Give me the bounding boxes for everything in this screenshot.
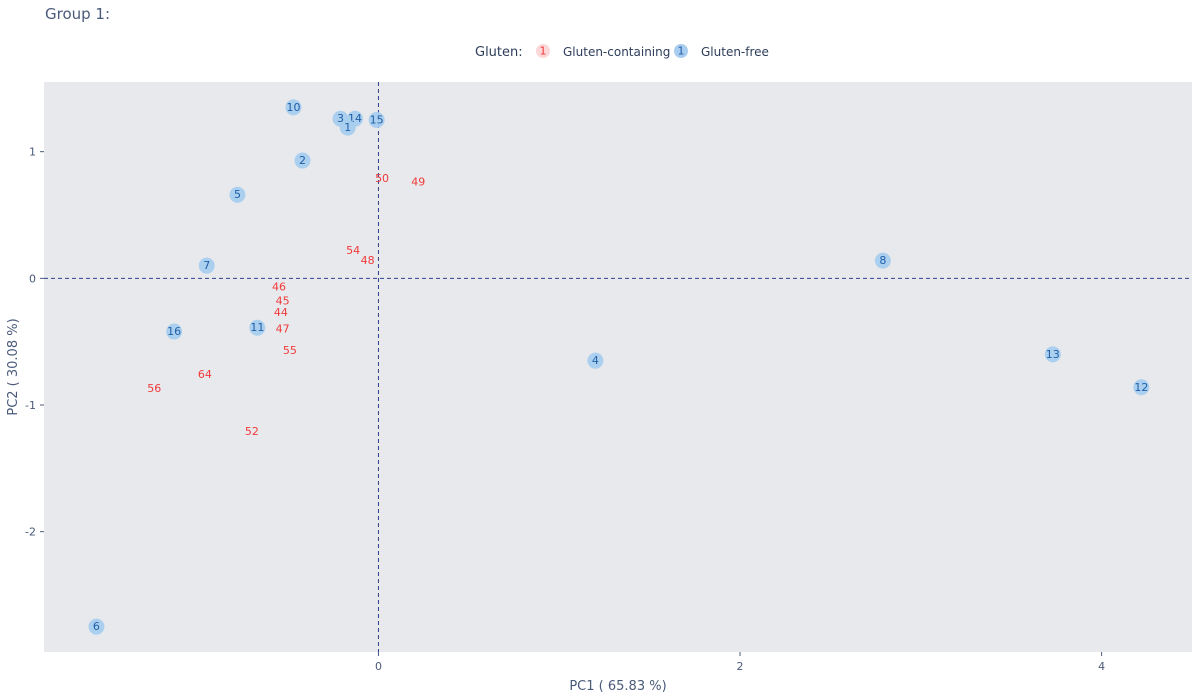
legend-marker-gluten-free	[674, 44, 688, 58]
axis-ticks: 0 2 4 -2 -1 0 1	[25, 146, 1105, 673]
point-marker	[339, 119, 356, 136]
point-gluten-free-13: 13	[1044, 346, 1061, 363]
point-gluten-containing-50: 50	[375, 172, 389, 185]
reference-lines	[44, 82, 1192, 652]
point-gluten-containing-55: 55	[283, 344, 297, 357]
point-gluten-containing-64: 64	[198, 368, 212, 381]
point-gluten-containing-56: 56	[147, 382, 161, 395]
point-label: 15	[370, 114, 384, 127]
point-label: 47	[276, 323, 290, 336]
legend: Gluten: 1 Gluten-containing 1 Gluten-fre…	[475, 44, 769, 60]
point-label: 45	[276, 295, 290, 308]
point-marker	[166, 323, 183, 340]
point-gluten-free-10: 10	[285, 99, 302, 116]
x-tick-label: 0	[375, 660, 382, 673]
legend-marker-gluten-containing	[536, 44, 550, 58]
point-label: 16	[167, 325, 181, 338]
point-marker	[874, 252, 891, 269]
point-label: 7	[203, 259, 210, 272]
point-label: 6	[93, 620, 100, 633]
legend-marker-text-gluten-containing: 1	[540, 45, 547, 58]
point-gluten-free-5: 5	[229, 186, 246, 203]
point-label: 64	[198, 368, 212, 381]
point-marker	[1044, 346, 1061, 363]
point-label: 10	[286, 101, 300, 114]
point-label: 54	[346, 244, 360, 257]
point-gluten-containing-45: 45	[276, 295, 290, 308]
point-label: 8	[879, 254, 886, 267]
legend-marker-text-gluten-free: 1	[678, 45, 685, 58]
point-label: 4	[592, 354, 599, 367]
point-marker	[229, 186, 246, 203]
point-gluten-containing-52: 52	[245, 425, 259, 438]
point-label: 13	[1046, 348, 1060, 361]
point-label: 44	[274, 306, 288, 319]
point-marker	[285, 99, 302, 116]
point-gluten-containing-54: 54	[346, 244, 360, 257]
legend-label-gluten-containing: Gluten-containing	[563, 45, 670, 59]
point-marker	[249, 319, 266, 336]
point-label: 46	[272, 281, 286, 294]
point-label: 1	[344, 121, 351, 134]
point-marker	[1133, 379, 1150, 396]
x-axis-title: PC1 ( 65.83 %)	[569, 679, 666, 694]
point-label: 50	[375, 172, 389, 185]
point-label: 11	[250, 321, 264, 334]
legend-title: Gluten:	[475, 45, 523, 60]
x-tick-label: 4	[1098, 660, 1105, 673]
point-label: 12	[1134, 381, 1148, 394]
y-tick-label: -1	[25, 399, 36, 412]
point-gluten-containing-49: 49	[411, 176, 425, 189]
plot-background	[44, 82, 1192, 652]
point-gluten-containing-44: 44	[274, 306, 288, 319]
point-marker	[294, 152, 311, 169]
point-gluten-free-4: 4	[587, 352, 604, 369]
point-label: 2	[299, 154, 306, 167]
point-label: 48	[361, 254, 375, 267]
y-tick-label: -2	[25, 526, 36, 539]
point-marker	[198, 257, 215, 274]
point-gluten-containing-47: 47	[276, 323, 290, 336]
point-gluten-free-6: 6	[88, 618, 105, 635]
point-label: 49	[411, 176, 425, 189]
point-marker	[587, 352, 604, 369]
point-gluten-free-12: 12	[1133, 379, 1150, 396]
point-gluten-containing-48: 48	[361, 254, 375, 267]
y-tick-label: 1	[29, 146, 36, 159]
chart-title: Group 1:	[45, 5, 111, 23]
point-gluten-free-1: 1	[339, 119, 356, 136]
point-gluten-free-8: 8	[874, 252, 891, 269]
point-marker	[368, 112, 385, 128]
point-gluten-free-11: 11	[249, 319, 266, 336]
point-gluten-free-15: 15	[368, 112, 385, 128]
x-tick-label: 2	[737, 660, 744, 673]
point-label: 56	[147, 382, 161, 395]
y-tick-label: 0	[29, 272, 36, 285]
legend-label-gluten-free: Gluten-free	[701, 45, 769, 59]
point-marker	[88, 618, 105, 635]
point-gluten-free-16: 16	[166, 323, 183, 340]
point-gluten-containing-46: 46	[272, 281, 286, 294]
point-label: 3	[337, 112, 344, 125]
y-axis-title: PC2 ( 30.08 %)	[6, 318, 21, 415]
point-label: 5	[234, 188, 241, 201]
point-label: 52	[245, 425, 259, 438]
point-gluten-free-2: 2	[294, 152, 311, 169]
point-gluten-free-7: 7	[198, 257, 215, 274]
point-label: 55	[283, 344, 297, 357]
